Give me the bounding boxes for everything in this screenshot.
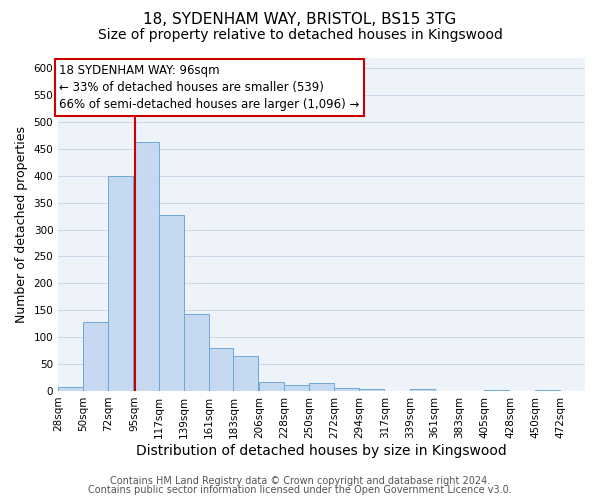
Text: Contains HM Land Registry data © Crown copyright and database right 2024.: Contains HM Land Registry data © Crown c… (110, 476, 490, 486)
Bar (309, 384, 334, 391)
Text: Contains public sector information licensed under the Open Government Licence v3: Contains public sector information licen… (88, 485, 512, 495)
Bar (233, 356, 258, 391)
Bar (134, 142, 159, 391)
Bar (359, 390, 384, 391)
Bar (184, 314, 209, 391)
Y-axis label: Number of detached properties: Number of detached properties (15, 126, 28, 322)
Bar (159, 214, 184, 391)
Text: Size of property relative to detached houses in Kingswood: Size of property relative to detached ho… (98, 28, 502, 42)
Text: 18 SYDENHAM WAY: 96sqm
← 33% of detached houses are smaller (539)
66% of semi-de: 18 SYDENHAM WAY: 96sqm ← 33% of detached… (59, 64, 359, 111)
X-axis label: Distribution of detached houses by size in Kingswood: Distribution of detached houses by size … (136, 444, 507, 458)
Bar (410, 390, 434, 391)
Bar (284, 385, 309, 391)
Bar (334, 388, 359, 391)
Bar (484, 390, 509, 391)
Bar (259, 382, 284, 391)
Bar (58, 386, 83, 391)
Text: 18, SYDENHAM WAY, BRISTOL, BS15 3TG: 18, SYDENHAM WAY, BRISTOL, BS15 3TG (143, 12, 457, 28)
Bar (83, 322, 108, 391)
Bar (108, 176, 133, 391)
Bar (209, 348, 233, 391)
Bar (535, 390, 560, 391)
